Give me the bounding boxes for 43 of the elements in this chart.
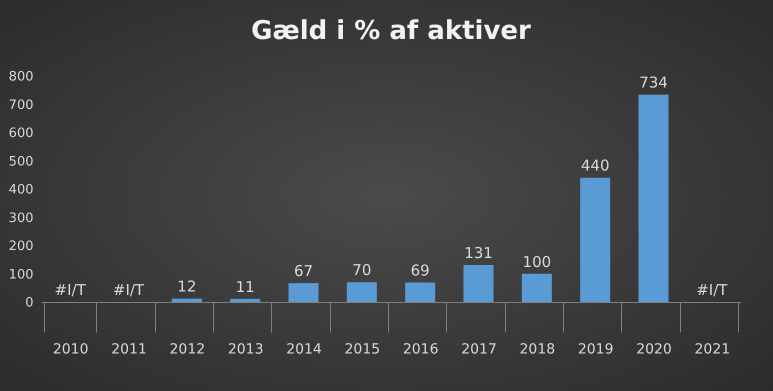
y-tick-label: 500 [8,154,34,170]
y-tick-label: 600 [8,126,34,141]
bar [522,274,552,302]
data-label: 12 [177,278,196,296]
data-label: 67 [294,262,314,280]
y-tick-label: 700 [8,98,34,113]
y-tick-label: 0 [25,296,34,310]
data-label: 70 [352,261,372,280]
text: #I/T [54,281,86,299]
chart-title: Gæld i % af aktiver [251,16,532,46]
bar [346,282,377,302]
x-tick-label: 2021 [694,342,730,358]
data-label: 100 [522,252,552,271]
x-tick-label: 2018 [520,342,556,358]
y-tick-label: 100 [8,267,34,282]
text: #I/T [112,281,144,299]
x-tick-label: 2013 [228,342,264,358]
data-label: 734 [639,74,668,92]
x-tick-label: 2014 [286,342,322,358]
data-label: 11 [236,278,255,296]
x-tick-label: 2011 [111,342,147,358]
data-label: 69 [410,262,430,280]
x-tick-label: 2019 [578,342,614,358]
x-tick-label: 2010 [52,342,88,358]
x-tick-label: 2012 [170,342,206,358]
bar [464,264,494,302]
bar [230,298,260,302]
x-tick-label: 2016 [402,342,439,358]
bar [405,282,436,302]
y-tick-label: 400 [8,182,34,198]
x-tick-label: 2020 [636,342,672,358]
data-label: 440 [580,156,610,175]
data-label: 131 [464,244,493,262]
bar [172,298,202,302]
x-tick-label: 2015 [344,342,380,358]
y-tick-label: 800 [8,70,34,84]
bar [638,94,668,302]
bar [580,178,610,302]
x-tick-label: 2017 [461,342,497,358]
y-tick-label: 200 [8,239,34,254]
bar [288,283,318,302]
text: #I/T [696,281,728,299]
y-tick-label: 300 [8,210,34,226]
